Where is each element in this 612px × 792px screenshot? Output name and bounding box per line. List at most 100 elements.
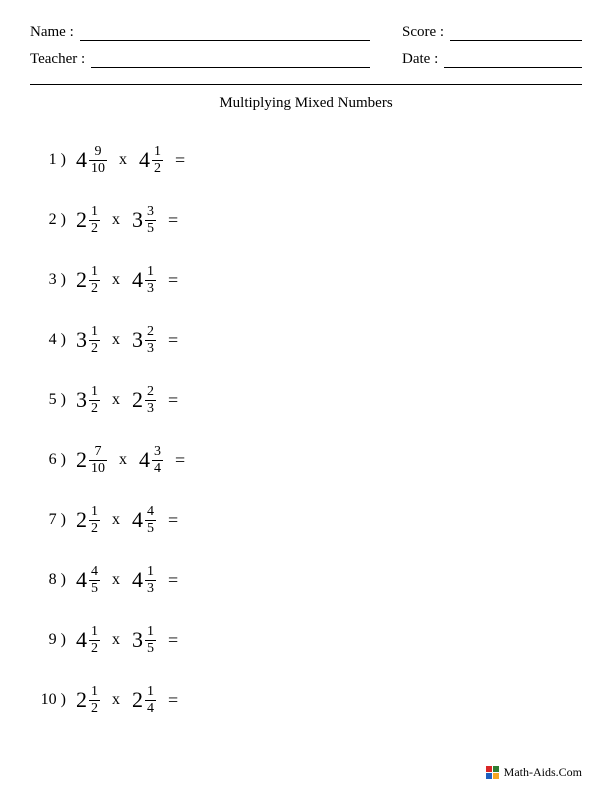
numerator: 1 xyxy=(152,145,163,160)
multiply-operator: x xyxy=(106,391,126,409)
whole-part: 2 xyxy=(76,507,89,533)
fraction-part: 13 xyxy=(145,265,156,296)
numerator: 3 xyxy=(152,445,163,460)
fraction-part: 12 xyxy=(89,505,100,536)
multiply-operator: x xyxy=(106,511,126,529)
numerator: 1 xyxy=(89,205,100,220)
numerator: 1 xyxy=(89,265,100,280)
equals-sign: = xyxy=(162,630,178,651)
whole-part: 3 xyxy=(132,627,145,653)
problem-row: 10 )212x214= xyxy=(36,670,582,730)
denominator: 2 xyxy=(89,641,100,656)
whole-part: 4 xyxy=(139,447,152,473)
operand-b: 315 xyxy=(132,625,156,656)
date-row: Date : xyxy=(402,51,582,68)
date-blank-line xyxy=(444,52,582,68)
problem-row: 9 )412x315= xyxy=(36,610,582,670)
fraction-part: 12 xyxy=(89,265,100,296)
problem-list: 1 )4910x412=2 )212x335=3 )212x413=4 )312… xyxy=(30,130,582,730)
denominator: 10 xyxy=(89,461,107,476)
operand-a: 412 xyxy=(76,625,100,656)
denominator: 2 xyxy=(89,701,100,716)
whole-part: 2 xyxy=(76,447,89,473)
problem-number: 4 ) xyxy=(36,331,76,349)
denominator: 2 xyxy=(152,161,163,176)
operand-b: 412 xyxy=(139,145,163,176)
fraction-part: 45 xyxy=(145,505,156,536)
operand-a: 2710 xyxy=(76,445,107,476)
operand-b: 445 xyxy=(132,505,156,536)
multiply-operator: x xyxy=(106,271,126,289)
expression: 312x223= xyxy=(76,385,178,416)
problem-number: 9 ) xyxy=(36,631,76,649)
denominator: 3 xyxy=(145,281,156,296)
fraction-part: 12 xyxy=(152,145,163,176)
problem-number: 8 ) xyxy=(36,571,76,589)
numerator: 1 xyxy=(89,685,100,700)
header: Name : Teacher : Score : Date : xyxy=(30,24,582,78)
whole-part: 4 xyxy=(132,507,145,533)
problem-number: 2 ) xyxy=(36,211,76,229)
whole-part: 2 xyxy=(76,687,89,713)
operand-b: 214 xyxy=(132,685,156,716)
denominator: 2 xyxy=(89,521,100,536)
numerator: 1 xyxy=(89,505,100,520)
fraction-part: 34 xyxy=(152,445,163,476)
whole-part: 4 xyxy=(132,267,145,293)
operand-a: 4910 xyxy=(76,145,107,176)
whole-part: 2 xyxy=(132,387,145,413)
numerator: 1 xyxy=(145,685,156,700)
fraction-part: 12 xyxy=(89,625,100,656)
problem-number: 6 ) xyxy=(36,451,76,469)
whole-part: 3 xyxy=(76,387,89,413)
expression: 312x323= xyxy=(76,325,178,356)
fraction-part: 45 xyxy=(89,565,100,596)
teacher-label: Teacher : xyxy=(30,51,91,68)
whole-part: 2 xyxy=(76,267,89,293)
denominator: 5 xyxy=(145,521,156,536)
equals-sign: = xyxy=(169,450,185,471)
expression: 212x445= xyxy=(76,505,178,536)
whole-part: 4 xyxy=(132,567,145,593)
denominator: 3 xyxy=(145,341,156,356)
fraction-part: 12 xyxy=(89,325,100,356)
expression: 4910x412= xyxy=(76,145,185,176)
teacher-row: Teacher : xyxy=(30,51,370,68)
operand-a: 212 xyxy=(76,685,100,716)
operand-b: 434 xyxy=(139,445,163,476)
name-label: Name : xyxy=(30,24,80,41)
operand-b: 413 xyxy=(132,565,156,596)
denominator: 2 xyxy=(89,221,100,236)
expression: 2710x434= xyxy=(76,445,185,476)
whole-part: 3 xyxy=(132,327,145,353)
operand-b: 223 xyxy=(132,385,156,416)
expression: 412x315= xyxy=(76,625,178,656)
numerator: 1 xyxy=(89,325,100,340)
problem-row: 7 )212x445= xyxy=(36,490,582,550)
numerator: 2 xyxy=(145,325,156,340)
name-row: Name : xyxy=(30,24,370,41)
denominator: 2 xyxy=(89,401,100,416)
equals-sign: = xyxy=(162,210,178,231)
multiply-operator: x xyxy=(106,571,126,589)
equals-sign: = xyxy=(162,330,178,351)
score-label: Score : xyxy=(402,24,450,41)
operand-a: 312 xyxy=(76,325,100,356)
problem-row: 8 )445x413= xyxy=(36,550,582,610)
problem-number: 10 ) xyxy=(36,691,76,709)
whole-part: 4 xyxy=(139,147,152,173)
multiply-operator: x xyxy=(106,211,126,229)
date-label: Date : xyxy=(402,51,444,68)
operand-a: 312 xyxy=(76,385,100,416)
numerator: 1 xyxy=(145,265,156,280)
multiply-operator: x xyxy=(106,691,126,709)
multiply-operator: x xyxy=(113,151,133,169)
denominator: 2 xyxy=(89,341,100,356)
problem-number: 5 ) xyxy=(36,391,76,409)
name-blank-line xyxy=(80,25,370,41)
expression: 445x413= xyxy=(76,565,178,596)
multiply-operator: x xyxy=(113,451,133,469)
header-left-column: Name : Teacher : xyxy=(30,24,370,78)
whole-part: 2 xyxy=(132,687,145,713)
numerator: 1 xyxy=(89,385,100,400)
